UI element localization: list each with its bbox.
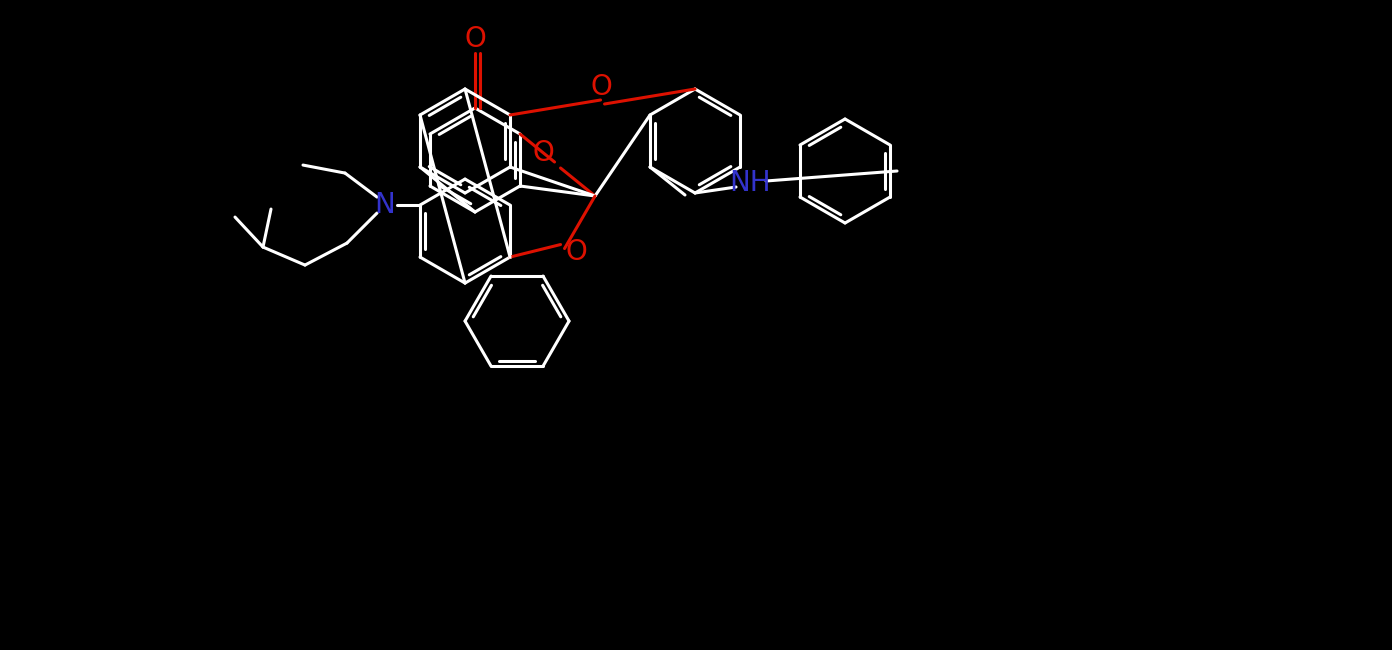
Text: O: O bbox=[590, 73, 612, 101]
Text: O: O bbox=[565, 237, 587, 266]
Text: O: O bbox=[533, 139, 554, 167]
Text: NH: NH bbox=[729, 169, 771, 197]
Text: N: N bbox=[374, 191, 395, 219]
Text: O: O bbox=[464, 25, 486, 53]
